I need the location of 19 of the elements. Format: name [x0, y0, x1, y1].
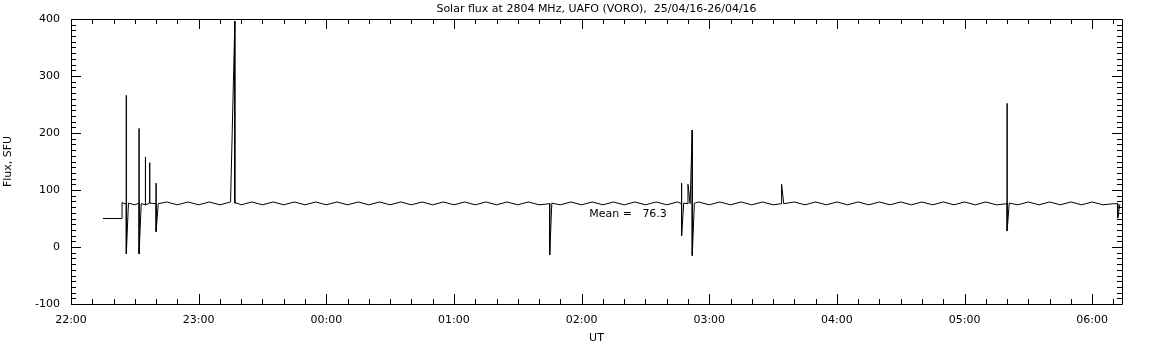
y-tick-label: 100 [39, 182, 60, 196]
y-tick-label: 400 [39, 11, 60, 25]
x-axis-title: UT [589, 331, 605, 345]
x-tick-label: 05:00 [948, 313, 981, 327]
y-tick-label: 200 [39, 125, 60, 139]
y-tick-label: 0 [53, 239, 60, 253]
y-tick-label: -100 [35, 296, 60, 310]
x-tick-label: 23:00 [182, 313, 215, 327]
y-tick-label: 300 [39, 68, 60, 82]
x-tick-label: 06:00 [1076, 313, 1109, 327]
x-tick-label: 01:00 [438, 313, 470, 327]
x-tick-label: 04:00 [821, 313, 853, 327]
x-tick-label: 02:00 [565, 313, 598, 327]
y-axis-title: Flux, SFU [1, 135, 15, 188]
annotation: Mean = 76.3 [589, 207, 667, 221]
chart-title: Solar flux at 2804 MHz, UAFO (VORO), 25/04/16-26/04/16 [436, 1, 757, 15]
x-tick-label: 00:00 [310, 313, 343, 327]
x-tick-label: 03:00 [693, 313, 726, 327]
x-tick-label: 22:00 [55, 313, 87, 327]
